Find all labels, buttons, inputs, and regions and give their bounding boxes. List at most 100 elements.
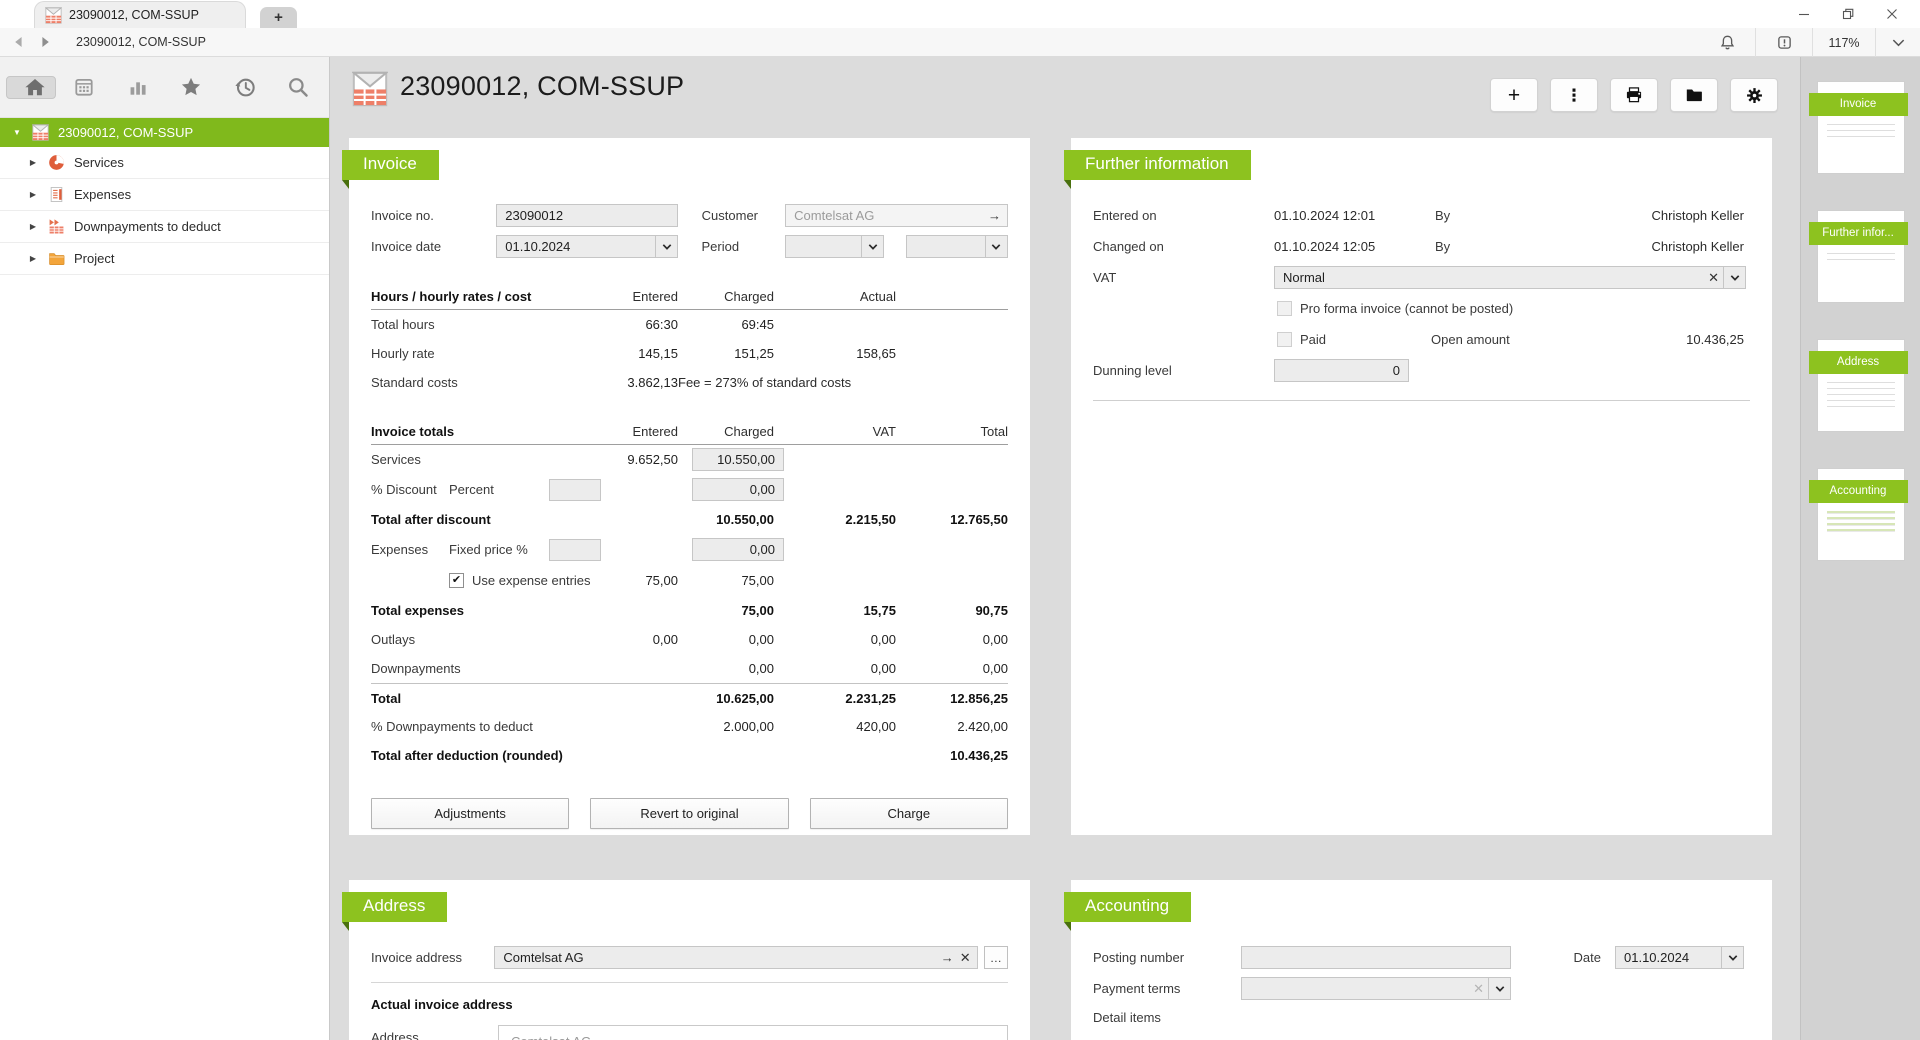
expenses-fixed-price-input[interactable] xyxy=(549,538,601,561)
actual-invoice-address-heading: Actual invoice address xyxy=(371,997,513,1012)
thumbnail-label: Further infor... xyxy=(1808,222,1908,245)
expander-closed-icon[interactable]: ▶ xyxy=(29,254,37,263)
clear-icon[interactable]: ✕ xyxy=(959,949,971,965)
invoice-no-field[interactable]: 23090012 xyxy=(496,204,679,227)
vat-select[interactable]: Normal ✕ xyxy=(1274,266,1746,289)
chevron-down-icon[interactable] xyxy=(1723,267,1745,288)
detail-items-label: Detail items xyxy=(1093,1009,1161,1025)
chevron-down-icon[interactable] xyxy=(984,236,1007,257)
revert-to-original-button[interactable]: Revert to original xyxy=(590,798,789,829)
new-tab-button[interactable]: + xyxy=(260,7,297,28)
tree-item-project[interactable]: ▶ Project xyxy=(0,243,329,275)
paid-label: Paid xyxy=(1300,332,1327,347)
address-line: Comtelsat AG xyxy=(511,1034,995,1040)
chevron-down-icon[interactable] xyxy=(1721,947,1743,968)
invoice-date-select[interactable]: 01.10.2024 xyxy=(496,235,679,258)
settings-button[interactable] xyxy=(1730,78,1778,112)
address-more-button[interactable]: … xyxy=(983,946,1008,969)
open-amount-value: 10.436,25 xyxy=(1686,332,1744,347)
chevron-down-icon[interactable] xyxy=(861,236,883,257)
customer-field[interactable]: Comtelsat AG → xyxy=(785,204,1008,227)
info-button[interactable] xyxy=(1756,28,1812,57)
history-button[interactable] xyxy=(220,65,269,109)
table-row-outlays: Outlays 0,00 0,00 0,00 0,00 xyxy=(371,632,1008,647)
calendar-button[interactable] xyxy=(60,65,109,109)
reports-button[interactable] xyxy=(113,65,162,109)
services-charged-input[interactable]: 10.550,00 xyxy=(692,448,784,471)
expander-open-icon[interactable]: ▼ xyxy=(13,128,21,137)
search-button[interactable] xyxy=(274,65,323,109)
main-content: 23090012, COM-SSUP + ⋮ Invoice Invoice n… xyxy=(330,57,1800,1040)
clear-icon[interactable]: ✕ xyxy=(1708,269,1719,285)
star-icon xyxy=(180,76,202,98)
panel-title: Further information xyxy=(1064,150,1251,180)
tab-invoice[interactable]: 23090012, COM-SSUP xyxy=(34,1,246,28)
invoice-no-label: Invoice no. xyxy=(371,208,434,223)
add-button[interactable]: + xyxy=(1490,78,1538,112)
separator xyxy=(1812,28,1813,57)
minimize-button[interactable] xyxy=(1782,0,1826,28)
chevron-down-icon[interactable] xyxy=(1488,978,1510,999)
restore-button[interactable] xyxy=(1826,0,1870,28)
tree-item-label: 23090012, COM-SSUP xyxy=(58,125,194,140)
tree-item-invoice[interactable]: ▼ 23090012, COM-SSUP xyxy=(0,118,329,147)
hours-table-header: Hours / hourly rates / cost Entered Char… xyxy=(371,284,1008,310)
zoom-level[interactable]: 117% xyxy=(1828,35,1860,50)
thumbnail-accounting[interactable]: Accounting xyxy=(1808,468,1908,561)
expander-closed-icon[interactable]: ▶ xyxy=(29,158,37,167)
history-icon xyxy=(234,76,256,98)
main-toolbar xyxy=(0,57,329,118)
fee-note: Fee = 273% of standard costs xyxy=(678,375,852,390)
adjustments-button[interactable]: Adjustments xyxy=(371,798,570,829)
navigation-tree: ▼ 23090012, COM-SSUP ▶ Services ▶ Expens… xyxy=(0,118,329,1040)
chevron-down-icon[interactable] xyxy=(655,236,677,257)
expenses-charged-input[interactable]: 0,00 xyxy=(692,538,784,561)
posting-number-input[interactable] xyxy=(1241,946,1511,969)
discount-percent-input[interactable] xyxy=(549,478,601,501)
folder-button[interactable] xyxy=(1670,78,1718,112)
menu-chevron-button[interactable] xyxy=(1876,28,1920,57)
arrow-right-icon[interactable]: → xyxy=(940,950,954,965)
back-button[interactable] xyxy=(6,29,32,55)
clear-icon[interactable]: ✕ xyxy=(1473,980,1484,996)
close-button[interactable] xyxy=(1870,0,1914,28)
charge-button[interactable]: Charge xyxy=(809,798,1008,829)
separator xyxy=(1755,28,1756,57)
expander-closed-icon[interactable]: ▶ xyxy=(29,222,37,231)
date-select[interactable]: 01.10.2024 xyxy=(1615,946,1744,969)
downpayments-icon xyxy=(48,218,65,235)
home-button[interactable] xyxy=(6,75,56,99)
bar-chart-icon xyxy=(127,76,149,98)
divider xyxy=(371,982,1008,983)
thumbnail-address[interactable]: Address xyxy=(1808,339,1908,432)
paid-checkbox[interactable] xyxy=(1277,332,1292,347)
thumbnail-further-information[interactable]: Further infor... xyxy=(1808,210,1908,303)
address-textarea[interactable]: Comtelsat AG Viaduktstrasse 115 xyxy=(498,1025,1008,1040)
bell-icon xyxy=(1719,34,1736,51)
printer-icon xyxy=(1625,86,1643,104)
period-from-select[interactable] xyxy=(785,235,885,258)
tree-item-services[interactable]: ▶ Services xyxy=(0,147,329,179)
payment-terms-select[interactable]: ✕ xyxy=(1241,977,1511,1000)
header-actions: + ⋮ xyxy=(1490,78,1778,112)
invoice-address-field[interactable]: Comtelsat AG → ✕ xyxy=(494,946,978,969)
discount-charged-input[interactable]: 0,00 xyxy=(692,478,784,501)
favorites-button[interactable] xyxy=(167,65,216,109)
print-button[interactable] xyxy=(1610,78,1658,112)
payment-terms-label: Payment terms xyxy=(1093,981,1181,996)
posting-number-label: Posting number xyxy=(1093,950,1185,965)
arrow-right-icon[interactable]: → xyxy=(987,208,1001,223)
proforma-checkbox[interactable] xyxy=(1277,301,1292,316)
notifications-button[interactable] xyxy=(1699,28,1755,57)
forward-button[interactable] xyxy=(32,29,58,55)
page-thumbnails-rail: Invoice Further infor... Address Account… xyxy=(1800,57,1920,1040)
use-expense-entries-checkbox[interactable]: ✔ xyxy=(449,573,464,588)
expander-closed-icon[interactable]: ▶ xyxy=(29,190,37,199)
tab-title: 23090012, COM-SSUP xyxy=(69,8,199,22)
more-actions-button[interactable]: ⋮ xyxy=(1550,78,1598,112)
tree-item-expenses[interactable]: ▶ Expenses xyxy=(0,179,329,211)
period-to-select[interactable] xyxy=(905,235,1008,258)
dunning-level-input[interactable]: 0 xyxy=(1274,359,1409,382)
tree-item-downpayments[interactable]: ▶ Downpayments to deduct xyxy=(0,211,329,243)
thumbnail-invoice[interactable]: Invoice xyxy=(1808,81,1908,174)
